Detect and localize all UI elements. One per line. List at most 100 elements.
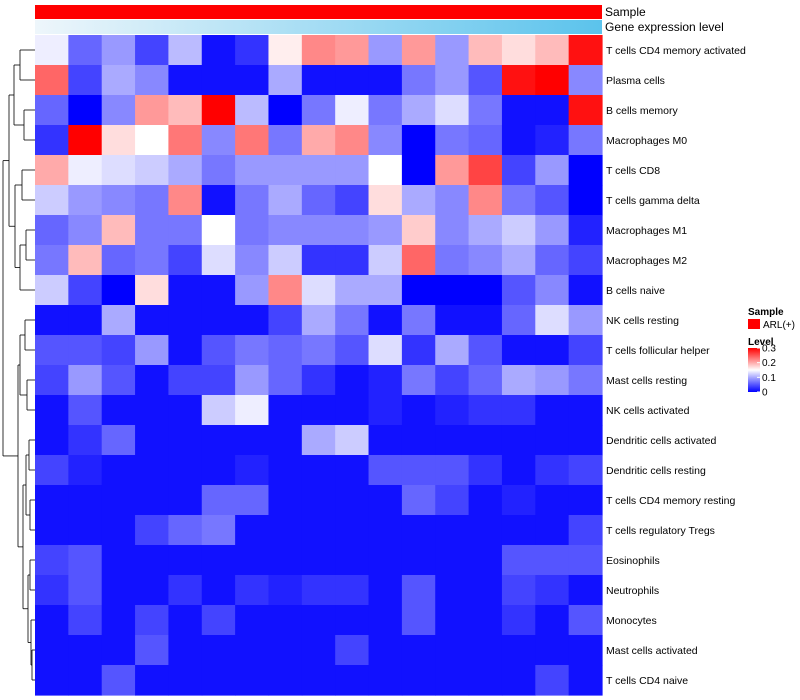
- heatmap-cell: [535, 485, 570, 516]
- heatmap-cell: [235, 635, 270, 666]
- heatmap-cell: [501, 335, 536, 366]
- heatmap-cell: [268, 305, 303, 336]
- heatmap-cell: [168, 635, 203, 666]
- heatmap-cell: [401, 125, 436, 156]
- level-legend: Level 0 0.1 0.2 0.3: [748, 337, 776, 399]
- heatmap-cell: [201, 35, 236, 66]
- heatmap-cell: [201, 575, 236, 606]
- heatmap-cell: [201, 365, 236, 396]
- heatmap-cell: [135, 215, 170, 246]
- heatmap-cell: [35, 95, 69, 126]
- heatmap-cell: [401, 35, 436, 66]
- heatmap-cell: [301, 185, 336, 216]
- heatmap-cell: [368, 395, 403, 426]
- row-label: Mast cells activated: [606, 645, 698, 657]
- heatmap-cell: [568, 485, 603, 516]
- heatmap-cell: [235, 305, 270, 336]
- heatmap-cell: [68, 125, 103, 156]
- row-label: Eosinophils: [606, 555, 660, 567]
- heatmap-cell: [168, 425, 203, 456]
- heatmap-cell: [335, 635, 370, 666]
- heatmap-cell: [201, 155, 236, 186]
- heatmap-cell: [35, 575, 69, 606]
- sample-legend: Sample ARL(+): [748, 307, 795, 331]
- heatmap-cell: [335, 35, 370, 66]
- heatmap-cell: [168, 575, 203, 606]
- heatmap-cell: [501, 425, 536, 456]
- heatmap-cell: [101, 305, 136, 336]
- sample-annotation-track: [35, 5, 602, 19]
- heatmap-cell: [301, 575, 336, 606]
- heatmap-cell: [535, 95, 570, 126]
- heatmap-cell: [501, 215, 536, 246]
- heatmap-cell: [568, 215, 603, 246]
- heatmap-cell: [301, 365, 336, 396]
- heatmap-cell: [35, 665, 69, 696]
- heatmap-cell: [435, 275, 470, 306]
- heatmap-cell: [35, 455, 69, 486]
- heatmap-cell: [401, 305, 436, 336]
- heatmap-cell: [35, 245, 69, 276]
- heatmap-cell: [68, 485, 103, 516]
- heatmap-cell: [268, 35, 303, 66]
- row-label: T cells CD4 memory activated: [606, 45, 746, 57]
- level-colorbar: [748, 348, 760, 392]
- heatmap-cell: [68, 575, 103, 606]
- heatmap-cell: [501, 35, 536, 66]
- heatmap-cell: [268, 665, 303, 696]
- row-label: T cells follicular helper: [606, 345, 710, 357]
- heatmap-cell: [435, 635, 470, 666]
- heatmap-cell: [368, 665, 403, 696]
- row-label: B cells naive: [606, 285, 665, 297]
- heatmap-cell: [35, 365, 69, 396]
- level-tick-label: 0.3: [762, 344, 776, 355]
- heatmap-cell: [168, 485, 203, 516]
- heatmap-cell: [201, 305, 236, 336]
- heatmap-cell: [168, 455, 203, 486]
- heatmap-cell: [201, 605, 236, 636]
- sample-legend-swatch: [748, 319, 760, 329]
- heatmap-cell: [201, 125, 236, 156]
- heatmap-cell: [101, 425, 136, 456]
- level-tick-label: 0.1: [762, 373, 776, 384]
- heatmap-cell: [135, 335, 170, 366]
- heatmap-cell: [535, 545, 570, 576]
- heatmap-cell: [68, 185, 103, 216]
- heatmap-cell: [68, 275, 103, 306]
- heatmap-cell: [168, 365, 203, 396]
- heatmap-cell: [501, 515, 536, 546]
- heatmap-cell: [335, 155, 370, 186]
- heatmap-cell: [435, 485, 470, 516]
- heatmap-cell: [535, 665, 570, 696]
- heatmap-cell: [435, 545, 470, 576]
- level-legend-title: Level: [748, 337, 774, 348]
- heatmap-cell: [101, 395, 136, 426]
- heatmap-cell: [101, 605, 136, 636]
- heatmap-cell: [168, 305, 203, 336]
- heatmap-cell: [101, 155, 136, 186]
- heatmap-cell: [235, 665, 270, 696]
- heatmap-cell: [535, 65, 570, 96]
- heatmap-cell: [468, 365, 503, 396]
- heatmap-cell: [468, 335, 503, 366]
- heatmap-cell: [235, 215, 270, 246]
- heatmap-cell: [335, 95, 370, 126]
- heatmap-cell: [501, 545, 536, 576]
- heatmap-cell: [101, 365, 136, 396]
- heatmap-cell: [535, 395, 570, 426]
- heatmap-cell: [368, 515, 403, 546]
- heatmap-cell: [401, 665, 436, 696]
- heatmap-cell: [68, 65, 103, 96]
- heatmap-cell: [568, 425, 603, 456]
- row-label: NK cells resting: [606, 315, 679, 327]
- level-tick-label: 0: [762, 388, 768, 399]
- heatmap-cell: [335, 305, 370, 336]
- heatmap-cell: [268, 245, 303, 276]
- heatmap-cell: [468, 455, 503, 486]
- heatmap-cell: [301, 35, 336, 66]
- heatmap-cell: [301, 125, 336, 156]
- heatmap-cell: [568, 395, 603, 426]
- heatmap-cell: [168, 275, 203, 306]
- heatmap-cell: [68, 245, 103, 276]
